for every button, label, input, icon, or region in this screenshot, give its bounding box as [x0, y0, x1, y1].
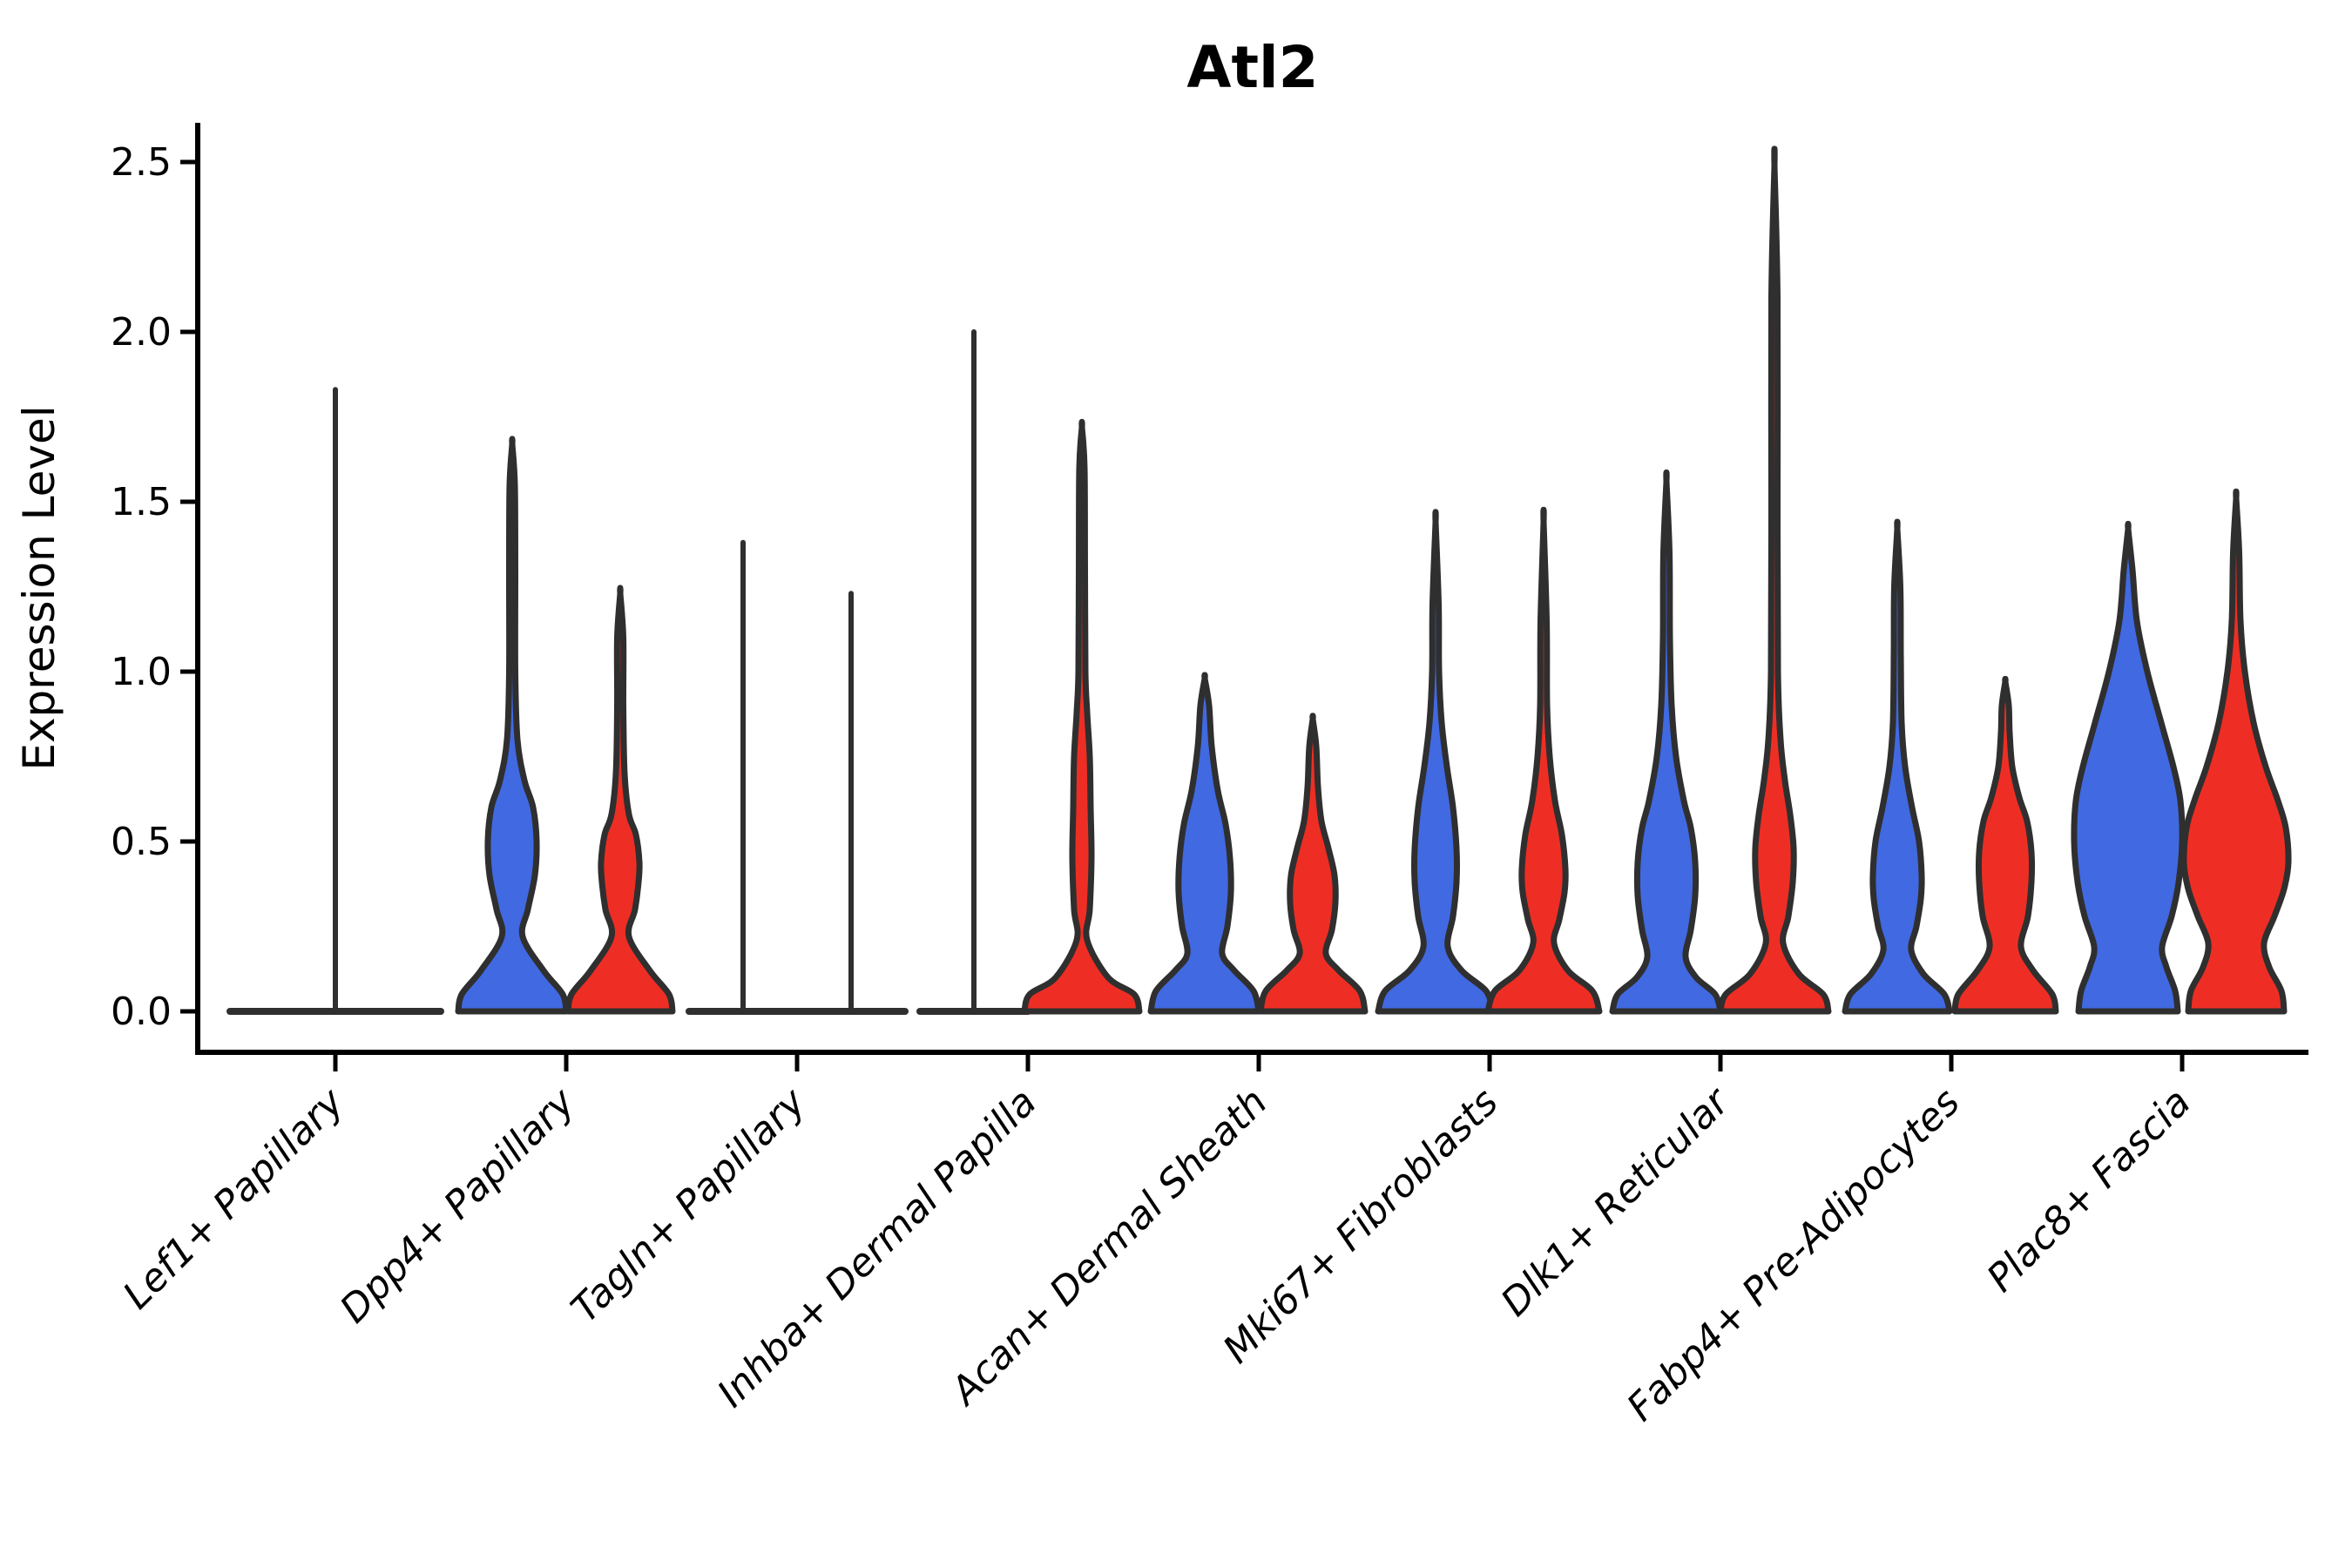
violin-blue — [1147, 672, 1262, 1015]
y-tick-label: 2.5 — [111, 140, 172, 185]
x-tick-label: Dpp4+ Papillary — [332, 1079, 585, 1332]
violin-blue — [2071, 520, 2186, 1015]
y-ticks-layer: 0.0 0.5 1.0 1.5 2.0 2.5 — [111, 140, 198, 1034]
y-tick-label: 0.0 — [111, 990, 172, 1034]
y-axis-title: Expression Level — [14, 405, 64, 770]
violin-red — [1484, 506, 1603, 1015]
violins-layer — [226, 145, 2292, 1015]
violin-red — [564, 585, 676, 1015]
x-tick-label: Plac8+ Fascia — [1978, 1080, 2199, 1301]
axes-layer — [195, 123, 2308, 1055]
violin-red — [1021, 418, 1143, 1015]
y-tick-label: 0.5 — [111, 820, 172, 864]
violin-red — [1717, 145, 1832, 1015]
y-tick-label: 1.0 — [111, 650, 172, 694]
violin-blue — [1609, 469, 1724, 1015]
y-tick-label: 1.5 — [111, 480, 172, 524]
x-tick-label: Tagln+ Papillary — [563, 1079, 814, 1331]
violin-blue — [455, 436, 570, 1015]
violin-red — [1257, 713, 1369, 1015]
x-tick-label: Dlk1+ Reticular — [1492, 1078, 1739, 1325]
violin-red — [2180, 488, 2292, 1015]
violin-red — [1951, 675, 2059, 1015]
chart-title: Atl2 — [1186, 34, 1318, 101]
violin-blue — [1842, 518, 1953, 1015]
violin-blue — [1375, 509, 1497, 1015]
x-tick-label: Lef1+ Papillary — [115, 1079, 354, 1318]
y-tick-label: 2.0 — [111, 310, 172, 355]
